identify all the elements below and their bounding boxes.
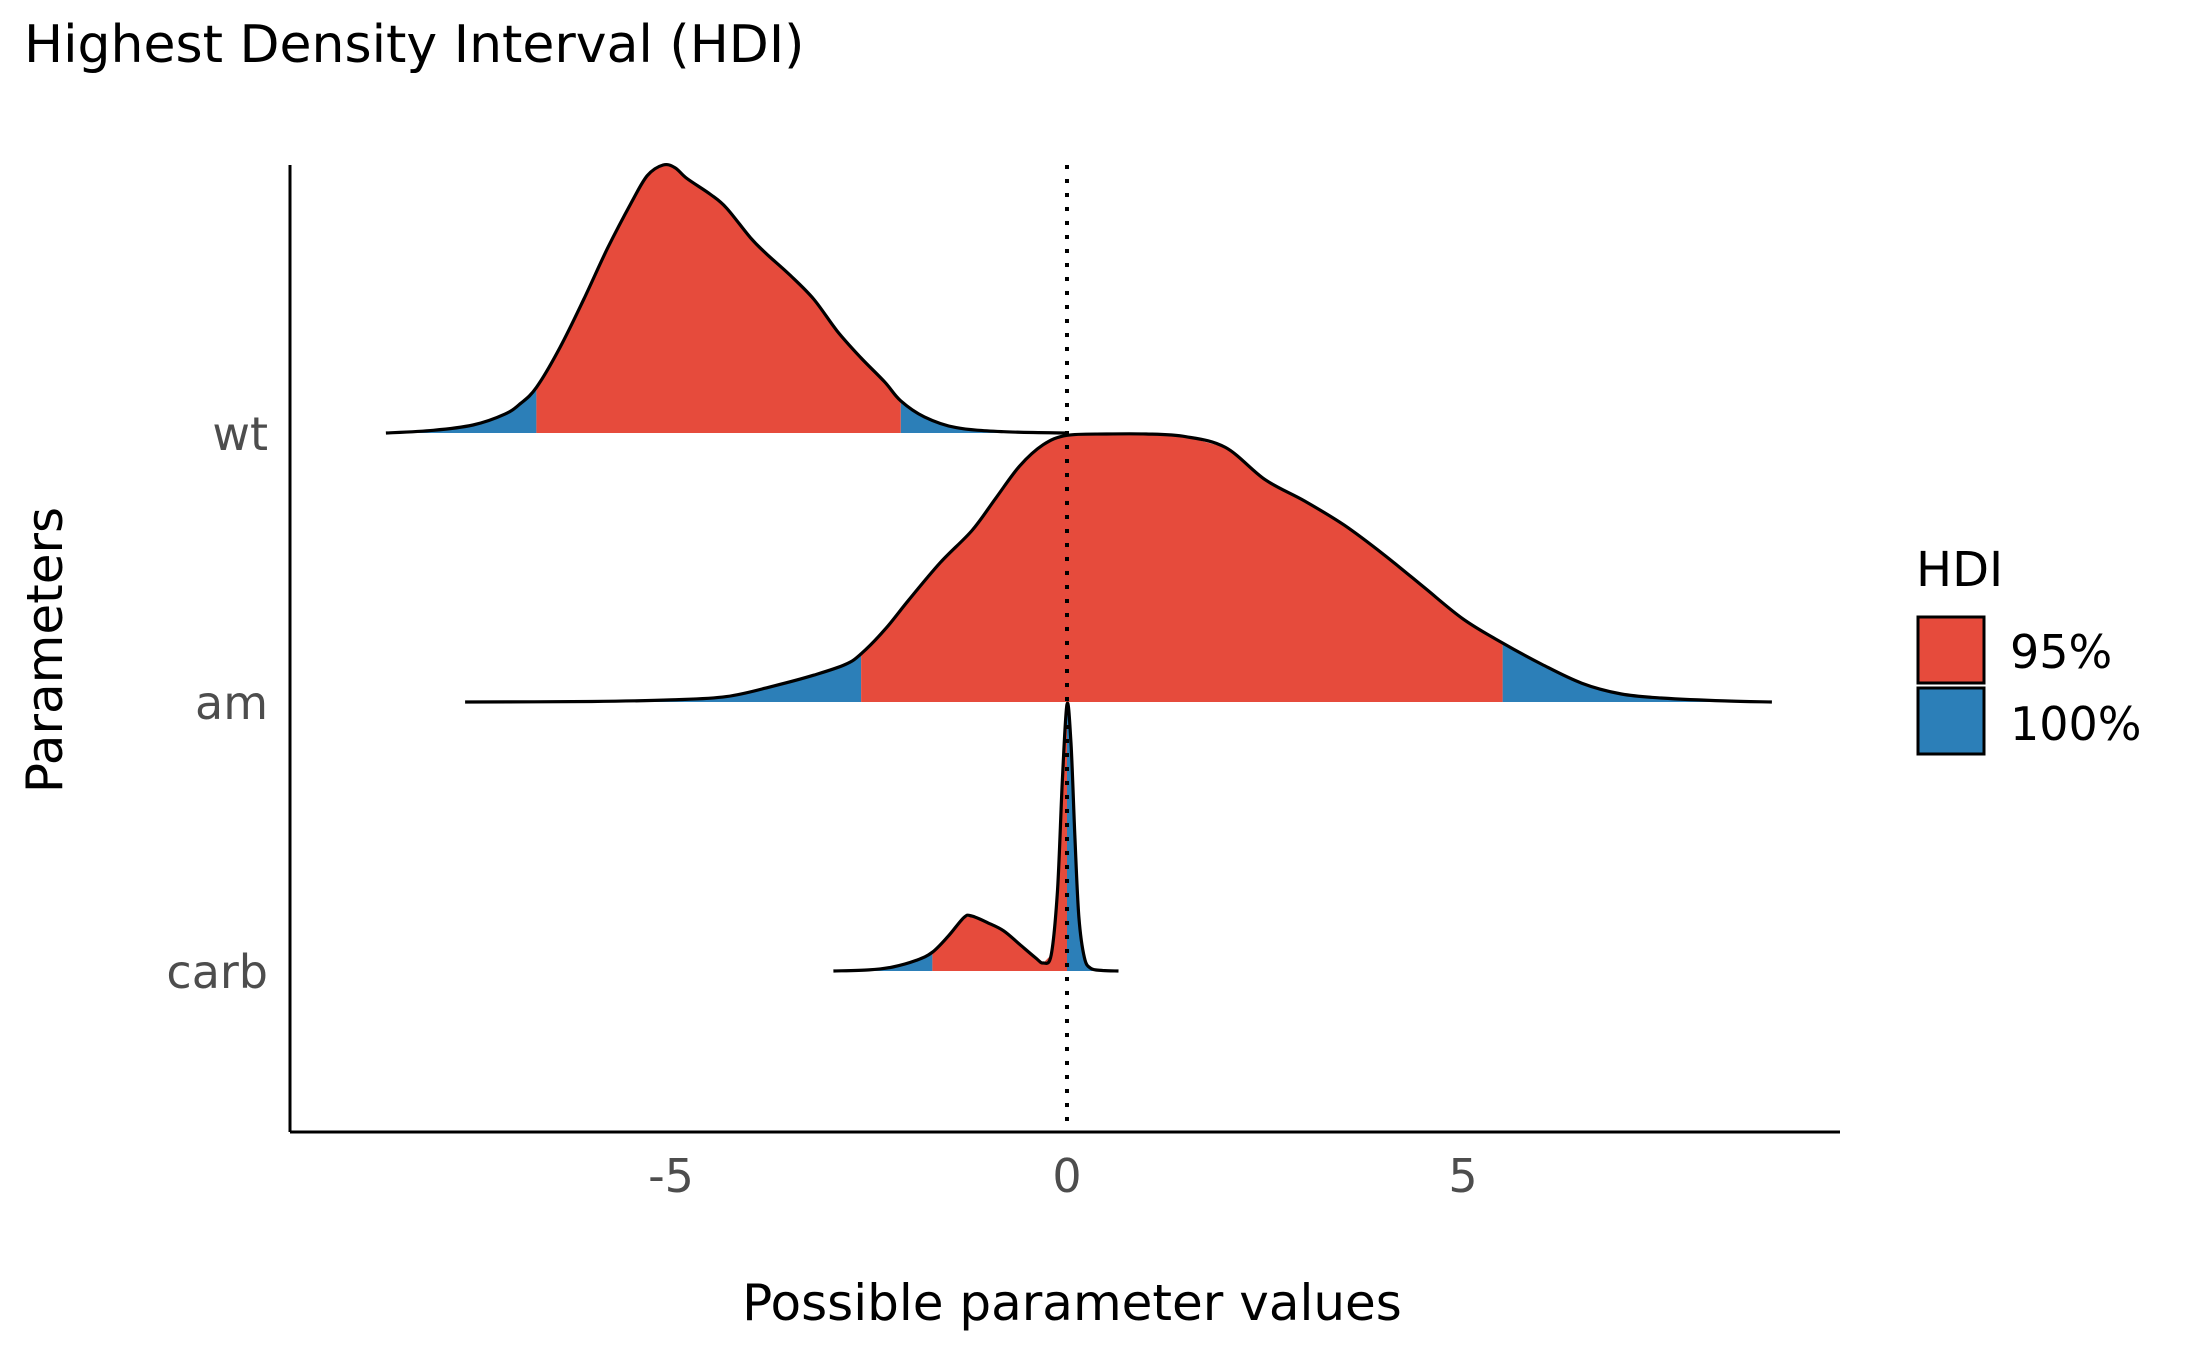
y-tick-label-am: am [195, 676, 268, 730]
ridge-wt [385, 162, 1068, 435]
ridge-carb-tail-right [1067, 704, 1119, 971]
ridge-wt-hdi95 [536, 165, 901, 433]
ridge-am-hdi95 [861, 434, 1503, 702]
legend-label-95: 95% [2010, 625, 2112, 679]
x-tick-label-2: 5 [1448, 1149, 1477, 1203]
y-tick-label-carb: carb [166, 945, 268, 999]
ridge-carb [833, 701, 1119, 973]
ridge-am [465, 432, 1772, 704]
legend: HDI 95% 100% [1916, 542, 2142, 756]
legend-label-100: 100% [2010, 697, 2142, 751]
ridge-wt-tail-left [385, 387, 537, 433]
x-axis-label: Possible parameter values [742, 1274, 1402, 1332]
chart-title: Highest Density Interval (HDI) [24, 15, 804, 75]
legend-swatch-100 [1916, 686, 1986, 756]
y-tick-label-wt: wt [212, 407, 268, 461]
ridge-carb-tail-left [833, 952, 933, 971]
legend-title: HDI [1916, 542, 2003, 598]
plot-area: wt am carb -5 0 5 [166, 162, 1840, 1203]
x-tick-label-0: -5 [648, 1149, 694, 1203]
ridge-am-outline [465, 432, 1772, 704]
y-axis-label: Parameters [16, 507, 74, 793]
ridge-wt-outline [385, 162, 1068, 435]
ridge-carb-outline [833, 701, 1119, 973]
ridge-am-tail-right [1502, 643, 1772, 702]
legend-swatch-95 [1916, 615, 1986, 685]
x-tick-label-1: 0 [1052, 1149, 1081, 1203]
